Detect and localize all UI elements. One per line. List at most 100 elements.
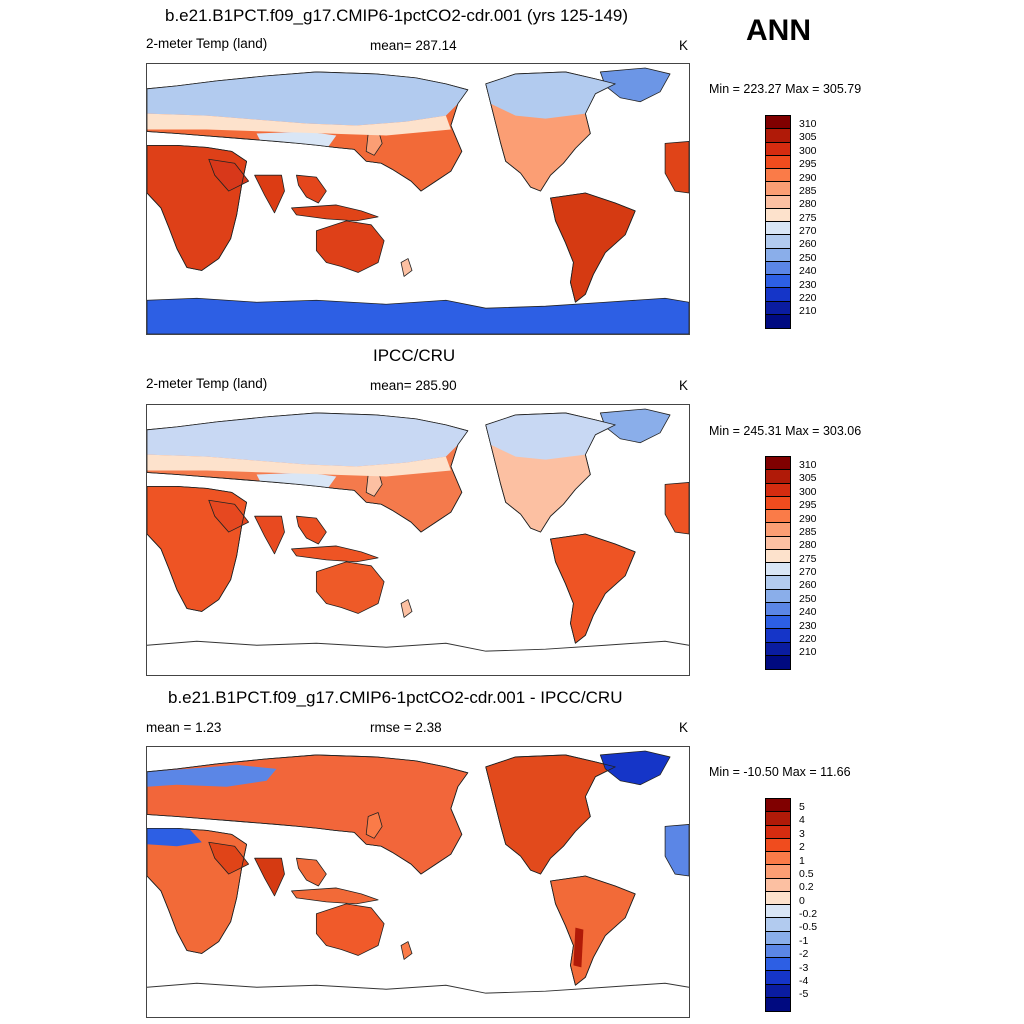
colorbar-swatch — [766, 655, 790, 669]
temperature-region — [573, 927, 584, 968]
panel2-variable-label: 2-meter Temp (land) — [146, 376, 268, 391]
colorbar-swatch — [766, 248, 790, 262]
colorbar-swatch — [766, 222, 790, 236]
colorbar-tick-label: 280 — [799, 539, 817, 552]
panel1-colorbar — [765, 115, 791, 329]
colorbar-swatch — [766, 457, 790, 471]
colorbar-tick-label: 230 — [799, 278, 817, 291]
panel3-minmax: Min = -10.50 Max = 11.66 — [709, 765, 851, 779]
colorbar-swatch — [766, 155, 790, 169]
season-label: ANN — [746, 14, 811, 47]
panel3-colorbar — [765, 798, 791, 1012]
colorbar-swatch — [766, 129, 790, 143]
panel1-minmax: Min = 223.27 Max = 305.79 — [709, 82, 862, 96]
panel1-variable-label: 2-meter Temp (land) — [146, 36, 268, 51]
colorbar-swatch — [766, 301, 790, 315]
greenland-landmass — [599, 750, 671, 786]
antarctica-landmass — [147, 297, 689, 334]
colorbar-tick-label: -2 — [799, 948, 809, 961]
colorbar-tick-label: 210 — [799, 305, 817, 318]
arabia-landmass — [208, 158, 250, 192]
temperature-region — [485, 412, 616, 460]
colorbar-tick-label: 270 — [799, 566, 817, 578]
india-landmass — [254, 174, 285, 214]
colorbar-tick-label: 4 — [799, 814, 805, 827]
colorbar-tick-label: 260 — [799, 238, 817, 251]
panel1-map — [146, 63, 690, 335]
colorbar-tick-label: 275 — [799, 211, 817, 224]
colorbar-swatch — [766, 142, 790, 156]
samerica-landmass — [550, 875, 636, 986]
colorbar-swatch — [766, 865, 790, 879]
colorbar-swatch — [766, 905, 790, 919]
colorbar-swatch — [766, 483, 790, 497]
antarctica-outline — [147, 640, 689, 652]
panel2-map — [146, 404, 690, 676]
colorbar-swatch — [766, 182, 790, 196]
colorbar-swatch — [766, 997, 790, 1011]
eurasia-coastline — [147, 71, 469, 192]
temperature-region — [147, 454, 451, 477]
africa-coastline — [147, 145, 248, 271]
colorbar-tick-label: -1 — [799, 934, 809, 947]
colorbar-tick-label: 5 — [799, 801, 805, 813]
colorbar-tick-label: 285 — [799, 184, 817, 197]
colorbar-tick-label: -5 — [799, 988, 809, 1001]
colorbar-tick-label: 295 — [799, 158, 817, 171]
colorbar-tick-label: 240 — [799, 265, 817, 278]
colorbar-tick-label: 270 — [799, 225, 817, 237]
namerica-coastline — [485, 71, 616, 192]
colorbar-tick-label: 220 — [799, 632, 817, 645]
colorbar-swatch — [766, 314, 790, 328]
colorbar-tick-label: 290 — [799, 171, 817, 184]
panel3-mean-label: mean = 1.23 — [146, 720, 222, 735]
temperature-region — [147, 824, 202, 847]
colorbar-tick-label: 210 — [799, 646, 817, 659]
colorbar-swatch — [766, 891, 790, 905]
indonesia-landmass — [291, 204, 379, 222]
colorbar-tick-label: 300 — [799, 485, 817, 498]
nz-landmass — [400, 258, 413, 277]
colorbar-swatch — [766, 549, 790, 563]
panel3-unit-label: K — [679, 720, 689, 735]
samerica-coastline — [550, 192, 636, 303]
colorbar-swatch — [766, 195, 790, 209]
colorbar-tick-label: 275 — [799, 552, 817, 565]
colorbar-swatch — [766, 984, 790, 998]
colorbar-swatch — [766, 602, 790, 616]
nz-landmass — [400, 941, 413, 960]
eurasia-coastline — [147, 754, 469, 875]
australia-landmass — [315, 903, 385, 956]
colorbar-swatch — [766, 208, 790, 222]
indonesia-landmass — [291, 545, 379, 563]
colorbar-tick-label: 305 — [799, 472, 817, 485]
africaE-landmass — [664, 824, 689, 877]
africaE-landmass — [664, 482, 689, 535]
colorbar-tick-label: 310 — [799, 459, 817, 471]
colorbar-swatch — [766, 838, 790, 852]
colorbar-tick-label: 3 — [799, 827, 805, 840]
colorbar-tick-label: 1 — [799, 854, 805, 867]
colorbar-tick-label: -0.5 — [799, 921, 818, 934]
colorbar-swatch — [766, 642, 790, 656]
antarctica-outline — [147, 982, 689, 994]
panel2-title: IPCC/CRU — [373, 346, 456, 365]
samerica-coastline — [550, 875, 636, 986]
colorbar-swatch — [766, 616, 790, 630]
indonesia-landmass — [291, 887, 379, 905]
colorbar-swatch — [766, 944, 790, 958]
panel1-mean-label: mean= 287.14 — [370, 38, 457, 53]
panel2-minmax: Min = 245.31 Max = 303.06 — [709, 424, 862, 438]
colorbar-tick-label: 290 — [799, 512, 817, 525]
panel2-colorbar — [765, 456, 791, 670]
colorbar-swatch — [766, 931, 790, 945]
seasia-landmass — [296, 515, 327, 545]
world-map-svg — [147, 750, 689, 994]
india-landmass — [254, 857, 285, 897]
colorbar-swatch — [766, 235, 790, 249]
colorbar-tick-label: 260 — [799, 579, 817, 592]
colorbar-swatch — [766, 275, 790, 289]
colorbar-tick-label: 285 — [799, 525, 817, 538]
colorbar-swatch — [766, 116, 790, 130]
temperature-region — [147, 113, 451, 136]
